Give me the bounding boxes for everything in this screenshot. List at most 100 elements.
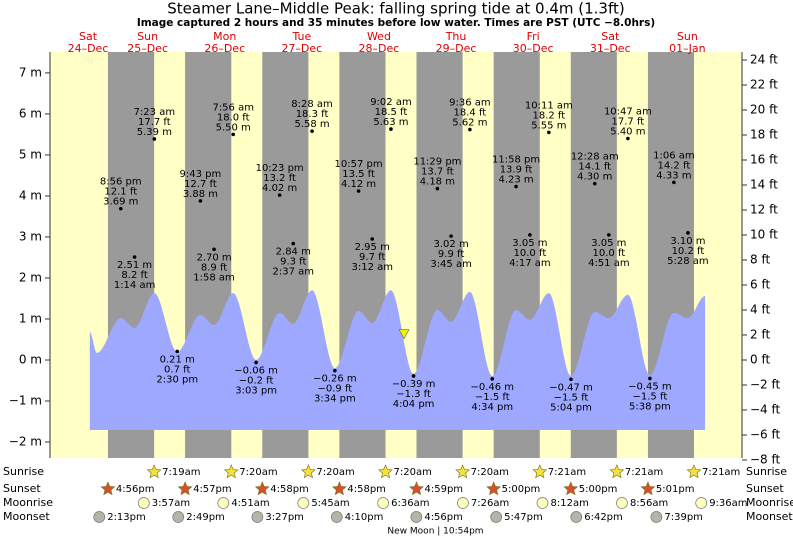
high-tide-ft: 14.2 ft — [658, 160, 691, 171]
moonrise-time: 3:57am — [152, 498, 190, 509]
moonrise-time: 5:45am — [311, 498, 349, 509]
low-tide-dot — [648, 376, 652, 381]
low-tide-dot — [254, 360, 258, 365]
moonrise-icon — [695, 497, 708, 509]
sunrise-icon — [378, 464, 393, 479]
y2-tick-label: −2 ft — [750, 378, 781, 392]
day-date: 27–Dec — [281, 42, 322, 55]
day-date: 29–Dec — [436, 42, 477, 55]
sunrise-icon — [609, 464, 625, 479]
moonrise-icon — [217, 497, 230, 509]
low-tide-dot — [490, 377, 495, 381]
high-tide-time: 7:23 am — [134, 107, 176, 118]
moonset-time: 2:13pm — [107, 512, 146, 523]
sunset-icon — [486, 481, 502, 496]
day-date: 30–Dec — [513, 42, 554, 55]
high-tide-dot — [118, 206, 123, 211]
moonrise-icon — [297, 497, 310, 509]
moonset-row-label: Moonset — [3, 510, 50, 523]
low-tide-ft: 9.9 ft — [438, 249, 464, 260]
high-tide-time: 8:56 pm — [100, 177, 142, 188]
y2-tick-label: 8 ft — [750, 253, 770, 267]
high-tide-m: 4.18 m — [420, 177, 455, 188]
high-tide-time: 7:56 am — [212, 102, 254, 113]
high-tide-ft: 17.7 ft — [612, 117, 645, 128]
chart-subtitle: Image captured 2 hours and 35 minutes be… — [137, 17, 655, 29]
low-tide-dot — [212, 247, 216, 252]
moonset-time: 4:56pm — [424, 512, 463, 523]
low-tide-dot — [528, 233, 532, 237]
moonrise-icon — [377, 497, 389, 509]
low-tide-m: 3.10 m — [670, 236, 705, 247]
low-tide-dot — [686, 231, 690, 235]
moonset-time: 6:42pm — [584, 512, 623, 523]
y2-tick-label: −8 ft — [750, 453, 781, 467]
high-tide-ft: 18.3 ft — [296, 109, 329, 120]
y-tick-label: 6 m — [19, 106, 42, 120]
low-tide-time: 4:04 pm — [393, 399, 435, 410]
low-tide-time: 5:38 pm — [629, 401, 671, 412]
sunrise-icon — [532, 464, 548, 479]
high-tide-m: 5.39 m — [137, 127, 172, 138]
high-tide-ft: 13.5 ft — [342, 169, 375, 180]
high-tide-m: 5.63 m — [373, 117, 408, 128]
high-tide-ft: 18.4 ft — [454, 108, 487, 119]
moonset-time: 2:49pm — [186, 512, 225, 523]
low-tide-m: 3.05 m — [591, 238, 626, 249]
low-tide-m: 2.95 m — [355, 242, 390, 253]
moonrise-icon — [457, 497, 469, 509]
sunset-time: 4:57pm — [193, 484, 232, 495]
sunrise-icon — [223, 464, 239, 479]
moonrise-time: 6:36am — [391, 498, 429, 509]
sunset-time: 5:01pm — [656, 484, 695, 495]
high-tide-time: 10:47 am — [604, 107, 652, 118]
sunset-row-label-right: Sunset — [746, 482, 784, 495]
moonset-icon — [410, 511, 423, 523]
low-tide-m: 3.05 m — [512, 238, 547, 249]
high-tide-dot — [389, 127, 393, 131]
low-tide-ft: 10.0 ft — [592, 248, 625, 259]
low-tide-dot — [175, 349, 180, 354]
low-tide-ft: −1.5 ft — [554, 392, 589, 403]
high-tide-time: 11:29 pm — [413, 157, 461, 168]
high-tide-m: 3.88 m — [183, 189, 218, 200]
day-date: 24–Dec — [68, 42, 109, 55]
y-tick-label: −1 m — [9, 393, 42, 407]
sunrise-time: 7:19am — [162, 467, 200, 478]
low-tide-m: −0.06 m — [234, 365, 278, 376]
day-name: Mon — [213, 30, 236, 43]
moonrise-row-label-right: Moonrise — [746, 496, 793, 509]
low-tide-m: −0.26 m — [313, 374, 357, 385]
y-tick-label: 3 m — [19, 229, 42, 243]
y-tick-label: 4 m — [19, 188, 42, 202]
y-tick-label: −2 m — [9, 435, 42, 449]
y2-tick-label: −4 ft — [750, 403, 781, 417]
low-tide-time: 4:51 am — [588, 258, 630, 269]
high-tide-m: 3.69 m — [103, 197, 138, 208]
y-tick-label: 2 m — [19, 270, 42, 284]
sunrise-icon — [686, 464, 702, 479]
sunset-time: 4:58pm — [270, 484, 309, 495]
y2-tick-label: 16 ft — [750, 153, 778, 167]
day-name: Wed — [367, 30, 391, 43]
high-tide-ft: 18.5 ft — [375, 107, 408, 118]
low-tide-m: 3.02 m — [434, 239, 469, 250]
moonset-icon — [251, 511, 264, 523]
high-tide-ft: 13.7 ft — [421, 167, 454, 178]
y2-tick-label: 14 ft — [750, 178, 778, 192]
high-tide-ft: 12.7 ft — [184, 179, 217, 190]
tide-curve — [89, 290, 706, 430]
moonrise-icon — [536, 497, 549, 509]
low-tide-time: 1:58 am — [193, 272, 235, 283]
y2-tick-label: −6 ft — [750, 428, 781, 442]
high-tide-time: 10:11 am — [525, 100, 573, 111]
moonset-time: 3:27pm — [265, 512, 304, 523]
high-tide-time: 1:06 am — [653, 150, 695, 161]
high-tide-dot — [310, 129, 314, 133]
y2-tick-label: 10 ft — [750, 228, 778, 242]
moonset-icon — [490, 511, 503, 523]
high-tide-m: 4.33 m — [656, 170, 691, 181]
moonset-icon — [570, 511, 583, 523]
low-tide-ft: −0.2 ft — [239, 375, 274, 386]
